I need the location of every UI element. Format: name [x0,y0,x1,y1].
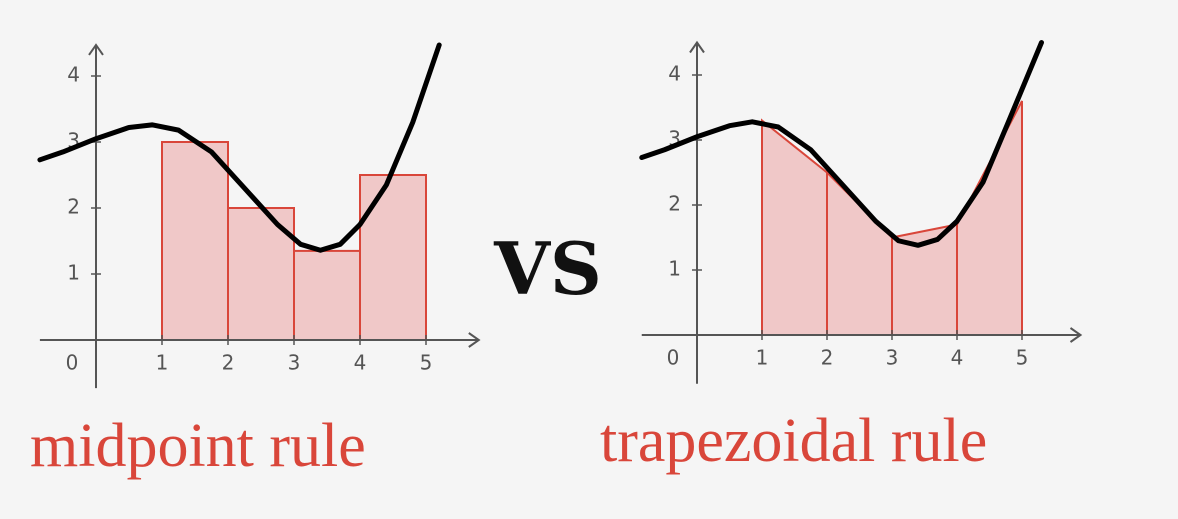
separator: VS [493,226,602,311]
x-tick-label: 4 [951,346,964,370]
y-tick-label: 2 [67,195,80,219]
x-tick-label: 1 [156,351,169,375]
y-tick-label: 4 [67,63,80,87]
x-tick-label: 2 [222,351,235,375]
x-tick-label: 1 [756,346,769,370]
x-tick-label: 0 [667,346,680,370]
midpoint-bar [359,174,427,341]
x-axis-arrow [1069,327,1083,343]
function-curve [37,42,442,253]
y-tick-label: 2 [668,192,681,216]
rule-title: midpoint rule [30,412,366,480]
x-tick-label: 4 [354,351,367,375]
y-axis-arrow [88,43,104,56]
midpoint-bar [293,249,361,341]
x-tick-label: 3 [288,351,301,375]
x-tick-label: 5 [1016,346,1029,370]
x-axis-arrow [468,332,481,348]
y-axis-arrow [689,40,705,54]
rule-title: trapezoidal rule [600,407,987,475]
y-tick-label: 4 [668,62,681,86]
y-tick-label: 1 [668,257,681,281]
x-tick-label: 3 [886,346,899,370]
y-tick-label: 1 [67,261,80,285]
function-curve [639,40,1044,248]
midpoint-bar [161,141,229,341]
x-tick-label: 2 [821,346,834,370]
x-tick-label: 5 [420,351,433,375]
x-tick-label: 0 [66,351,79,375]
